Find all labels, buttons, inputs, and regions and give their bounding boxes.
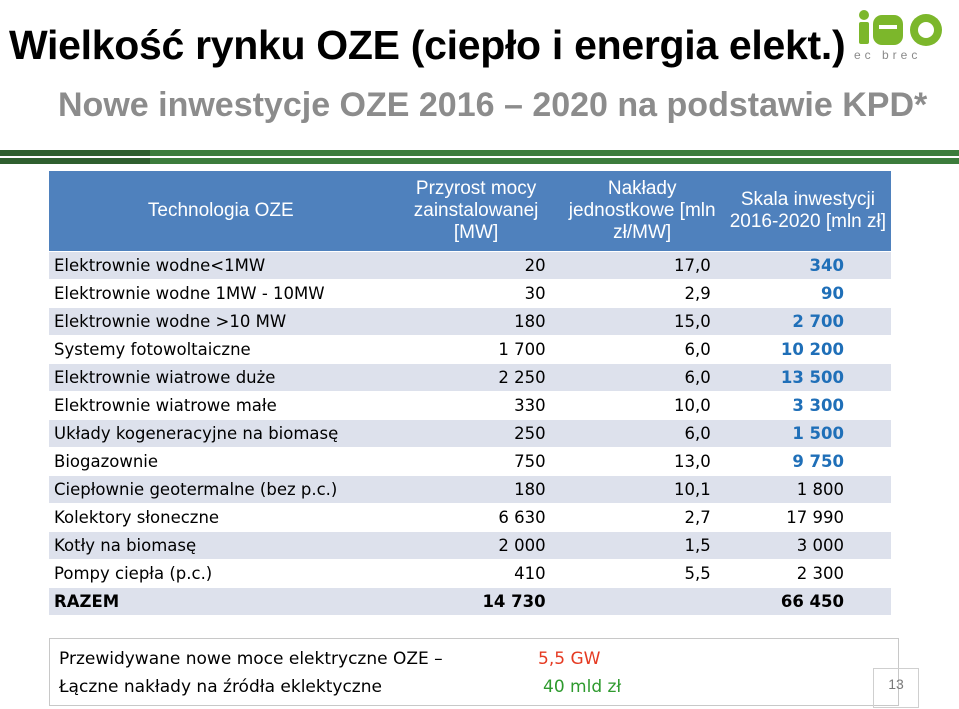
cell-technology: Kolektory słoneczne xyxy=(49,504,393,531)
cell-total-label: RAZEM xyxy=(49,588,393,615)
cell-total-scale: 66 450 xyxy=(724,588,891,615)
cell-scale: 10 200 xyxy=(724,336,891,363)
svg-text:ec brec: ec brec xyxy=(854,48,921,62)
cell-capacity: 330 xyxy=(392,392,560,419)
table-row: Kotły na biomasę 2 000 1,5 3 000 xyxy=(49,532,891,559)
cell-scale: 1 500 xyxy=(724,420,891,447)
table-row: Układy kogeneracyjne na biomasę 250 6,0 … xyxy=(49,420,891,447)
table-row: Systemy fotowoltaiczne 1 700 6,0 10 200 xyxy=(49,336,891,363)
cell-capacity: 180 xyxy=(392,308,560,335)
header-technology: Technologia OZE xyxy=(49,171,393,251)
table-row: Biogazownie 750 13,0 9 750 xyxy=(49,448,891,475)
cell-technology: Elektrownie wiatrowe małe xyxy=(49,392,393,419)
table-row: Kolektory słoneczne 6 630 2,7 17 990 xyxy=(49,504,891,531)
table-row: Elektrownie wodne<1MW 20 17,0 340 xyxy=(49,252,891,279)
cell-technology: Kotły na biomasę xyxy=(49,532,393,559)
table-row: Elektrownie wiatrowe duże 2 250 6,0 13 5… xyxy=(49,364,891,391)
cell-scale: 340 xyxy=(724,252,891,279)
summary-total-outlay-value: 40 mld zł xyxy=(543,677,622,697)
table-row: Elektrownie wiatrowe małe 330 10,0 3 300 xyxy=(49,392,891,419)
investment-table: Technologia OZE Przyrost mocy zainstalow… xyxy=(49,170,891,616)
cell-unit-cost: 2,9 xyxy=(559,280,725,307)
cell-unit-cost: 17,0 xyxy=(559,252,725,279)
page-subtitle: Nowe inwestycje OZE 2016 – 2020 na podst… xyxy=(58,86,928,124)
summary-box: Przewidywane nowe moce elektryczne OZE –… xyxy=(49,638,899,706)
cell-scale: 2 700 xyxy=(724,308,891,335)
table-header-row: Technologia OZE Przyrost mocy zainstalow… xyxy=(49,171,891,251)
cell-technology: Układy kogeneracyjne na biomasę xyxy=(49,420,393,447)
cell-technology: Elektrownie wodne<1MW xyxy=(49,252,393,279)
cell-capacity: 180 xyxy=(392,476,560,503)
band-stripe xyxy=(0,156,959,158)
table-row: Pompy ciepła (p.c.) 410 5,5 2 300 xyxy=(49,560,891,587)
header-unit-cost: Nakłady jednostkowe [mln zł/MW] xyxy=(559,171,725,251)
table-row: Elektrownie wodne 1MW - 10MW 30 2,9 90 xyxy=(49,280,891,307)
cell-unit-cost: 15,0 xyxy=(559,308,725,335)
cell-unit-cost: 5,5 xyxy=(559,560,725,587)
table-total-row: RAZEM 14 730 66 450 xyxy=(49,588,891,615)
cell-capacity: 6 630 xyxy=(392,504,560,531)
table-row: Elektrownie wodne >10 MW 180 15,0 2 700 xyxy=(49,308,891,335)
summary-new-capacity-label: Przewidywane nowe moce elektryczne OZE – xyxy=(59,649,443,669)
cell-technology: Biogazownie xyxy=(49,448,393,475)
cell-unit-cost: 6,0 xyxy=(559,364,725,391)
decorative-band xyxy=(0,150,959,164)
cell-capacity: 750 xyxy=(392,448,560,475)
summary-total-outlay-label: Łączne nakłady na źródła eklektyczne xyxy=(59,677,382,697)
summary-new-capacity-value: 5,5 GW xyxy=(538,649,601,669)
cell-unit-cost: 10,0 xyxy=(559,392,725,419)
cell-scale: 2 300 xyxy=(724,560,891,587)
cell-technology: Systemy fotowoltaiczne xyxy=(49,336,393,363)
cell-capacity: 1 700 xyxy=(392,336,560,363)
cell-scale: 90 xyxy=(724,280,891,307)
cell-technology: Elektrownie wodne 1MW - 10MW xyxy=(49,280,393,307)
cell-capacity: 410 xyxy=(392,560,560,587)
header-capacity-growth: Przyrost mocy zainstalowanej [MW] xyxy=(392,171,560,251)
cell-scale: 9 750 xyxy=(724,448,891,475)
table-row: Ciepłownie geotermalne (bez p.c.) 180 10… xyxy=(49,476,891,503)
cell-technology: Elektrownie wiatrowe duże xyxy=(49,364,393,391)
cell-scale: 3 300 xyxy=(724,392,891,419)
cell-total-capacity: 14 730 xyxy=(392,588,560,615)
cell-scale: 13 500 xyxy=(724,364,891,391)
cell-technology: Elektrownie wodne >10 MW xyxy=(49,308,393,335)
cell-unit-cost: 1,5 xyxy=(559,532,725,559)
cell-scale: 3 000 xyxy=(724,532,891,559)
cell-capacity: 250 xyxy=(392,420,560,447)
cell-unit-cost: 6,0 xyxy=(559,336,725,363)
cell-capacity: 30 xyxy=(392,280,560,307)
cell-unit-cost: 13,0 xyxy=(559,448,725,475)
cell-capacity: 20 xyxy=(392,252,560,279)
cell-capacity: 2 250 xyxy=(392,364,560,391)
cell-technology: Ciepłownie geotermalne (bez p.c.) xyxy=(49,476,393,503)
page-number: 13 xyxy=(873,668,919,708)
cell-capacity: 2 000 xyxy=(392,532,560,559)
cell-unit-cost: 2,7 xyxy=(559,504,725,531)
cell-scale: 1 800 xyxy=(724,476,891,503)
ieo-logo: ec brec xyxy=(854,10,942,62)
cell-scale: 17 990 xyxy=(724,504,891,531)
cell-technology: Pompy ciepła (p.c.) xyxy=(49,560,393,587)
cell-total-unit-cost xyxy=(559,588,725,615)
header-investment-scale: Skala inwestycji 2016-2020 [mln zł] xyxy=(724,171,891,251)
cell-unit-cost: 10,1 xyxy=(559,476,725,503)
page-title: Wielkość rynku OZE (ciepło i energia ele… xyxy=(9,22,846,68)
cell-unit-cost: 6,0 xyxy=(559,420,725,447)
